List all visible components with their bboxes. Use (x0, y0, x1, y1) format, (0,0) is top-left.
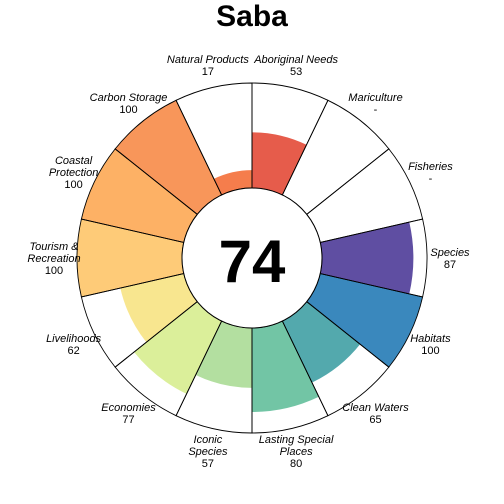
petal-carbon-storage (115, 100, 222, 215)
petal-iconic-species (195, 321, 252, 388)
petal-value-fisheries: - (429, 173, 433, 185)
petal-value-mariculture: - (374, 104, 378, 116)
petal-label-habitats: Habitats 100 (410, 333, 451, 357)
petal-name-habitats: Habitats (410, 333, 451, 345)
petal-name-natural-products: Natural Products (167, 54, 249, 66)
petal-name-iconic-species: Iconic (194, 434, 223, 446)
petal-clean-waters (282, 301, 361, 383)
petal-name-mariculture: Mariculture (348, 92, 402, 104)
petal-species (320, 222, 414, 294)
petal-name-carbon-storage: Carbon Storage (90, 92, 168, 104)
petal-value-tourism-recreation: 100 (45, 265, 63, 277)
petal-livelihoods (120, 273, 198, 343)
petal-label-coastal-protection: Coastal Protection 100 (49, 155, 99, 191)
petal-name-clean-waters: Clean Waters (342, 402, 409, 414)
petal-name-economies: Economies (101, 402, 156, 414)
petal-label-carbon-storage: Carbon Storage 100 (90, 92, 168, 116)
petal-habitats (306, 273, 423, 368)
petal-value-natural-products: 17 (202, 66, 214, 78)
petal-value-lasting-special-places: 80 (290, 458, 302, 470)
petal-name-coastal-protection: Coastal (55, 155, 93, 167)
petal-value-coastal-protection: 100 (64, 179, 82, 191)
petal-name-lasting-special-places: Lasting Special (259, 434, 334, 446)
petal-name-iconic-species: Species (188, 446, 228, 458)
petal-lasting-special-places (252, 321, 319, 413)
petal-label-lasting-special-places: Lasting Special Places 80 (259, 434, 334, 470)
petal-value-habitats: 100 (421, 345, 439, 357)
petal-name-species: Species (430, 247, 470, 259)
petal-value-iconic-species: 57 (202, 458, 214, 470)
petal-name-aboriginal-needs: Aboriginal Needs (253, 54, 338, 66)
petal-value-economies: 77 (122, 414, 134, 426)
petal-natural-products (213, 170, 252, 195)
petal-label-species: Species 87 (430, 247, 470, 271)
petal-label-mariculture: Mariculture - (348, 92, 402, 116)
petal-name-tourism-recreation: Tourism & (29, 241, 78, 253)
center-circle (181, 187, 323, 329)
petal-tourism-recreation (77, 219, 184, 297)
petal-value-species: 87 (444, 259, 456, 271)
petal-label-livelihoods: Livelihoods 62 (46, 333, 102, 357)
petal-group (77, 100, 423, 413)
petal-label-tourism-recreation: Tourism & Recreation 100 (27, 241, 80, 277)
petal-aboriginal-needs (252, 132, 307, 195)
petal-value-livelihoods: 62 (67, 345, 79, 357)
petal-label-iconic-species: Iconic Species 57 (188, 434, 228, 470)
petal-label-clean-waters: Clean Waters 65 (342, 402, 409, 426)
petal-label-fisheries: Fisheries - (408, 161, 453, 185)
petal-value-clean-waters: 65 (369, 414, 381, 426)
chart-title: Saba (216, 0, 288, 33)
petal-label-natural-products: Natural Products 17 (167, 54, 249, 78)
petal-value-carbon-storage: 100 (119, 104, 137, 116)
petal-label-economies: Economies 77 (101, 402, 156, 426)
petal-coastal-protection (81, 148, 198, 243)
petal-name-tourism-recreation: Recreation (27, 253, 80, 265)
petal-name-livelihoods: Livelihoods (46, 333, 102, 345)
petal-name-lasting-special-places: Places (280, 446, 314, 458)
petal-name-coastal-protection: Protection (49, 167, 99, 179)
petal-label-aboriginal-needs: Aboriginal Needs 53 (253, 54, 338, 78)
petal-value-aboriginal-needs: 53 (290, 66, 302, 78)
petal-name-fisheries: Fisheries (408, 161, 453, 173)
petal-economies (134, 301, 222, 394)
center-score: 74 (219, 228, 286, 295)
